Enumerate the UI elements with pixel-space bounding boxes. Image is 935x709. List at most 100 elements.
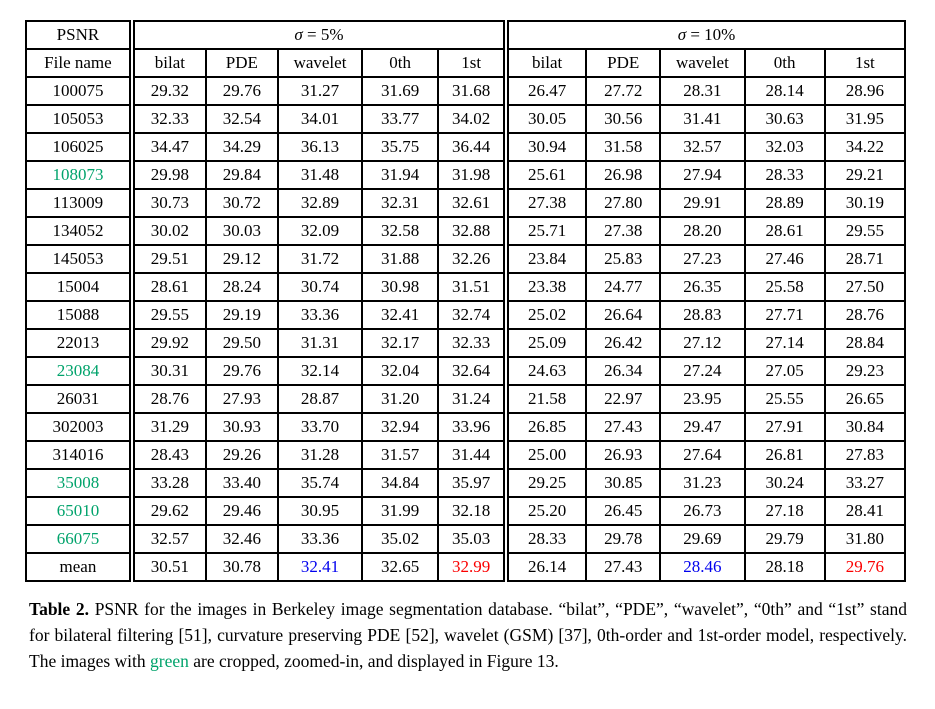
psnr-value-cell: 29.23 <box>823 356 907 386</box>
psnr-value-cell: 29.26 <box>204 440 279 470</box>
col-header-bilat-5: bilat <box>128 48 207 78</box>
psnr-value-cell: 31.48 <box>276 160 364 190</box>
psnr-value-cell: 30.98 <box>361 272 440 302</box>
table-row: 145053 29.51 29.12 31.72 31.88 32.26 23.84 25.8… <box>25 244 907 274</box>
sigma-5-group-header: σ = 5% <box>128 20 508 50</box>
file-name-cell: mean <box>25 552 133 582</box>
psnr-table: PSNR σ = 5% σ = 10% File name bilat PDE … <box>25 20 907 582</box>
psnr-value-cell: 29.84 <box>204 160 279 190</box>
psnr-value-cell: 30.73 <box>128 188 207 218</box>
psnr-value-cell: 29.19 <box>204 300 279 330</box>
psnr-value-cell: 23.84 <box>503 244 588 274</box>
col-header-0th-10: 0th <box>743 48 826 78</box>
file-name-cell: 65010 <box>25 496 133 526</box>
file-name-cell: 314016 <box>25 440 133 470</box>
psnr-value-cell: 28.18 <box>743 552 826 582</box>
psnr-value-cell: 30.03 <box>204 216 279 246</box>
psnr-value-cell: 30.78 <box>204 552 279 582</box>
psnr-value-cell: 27.93 <box>204 384 279 414</box>
file-name-cell: 15088 <box>25 300 133 330</box>
file-name-cell: 105053 <box>25 104 133 134</box>
psnr-value-cell: 30.24 <box>743 468 826 498</box>
psnr-value-cell: 30.72 <box>204 188 279 218</box>
caption-text-2: are cropped, zoomed-in, and displayed in… <box>188 651 559 671</box>
psnr-value-cell: 29.50 <box>204 328 279 358</box>
psnr-value-cell: 34.29 <box>204 132 279 162</box>
psnr-value-cell: 30.84 <box>823 412 907 442</box>
psnr-value-cell: 26.35 <box>659 272 746 302</box>
col-header-wavelet-10: wavelet <box>659 48 746 78</box>
file-name-header: File name <box>25 48 133 78</box>
col-header-pde-10: PDE <box>585 48 662 78</box>
psnr-value-cell: 31.20 <box>361 384 440 414</box>
table-row: 65010 29.62 29.46 30.95 31.99 32.18 25.20 26.45… <box>25 496 907 526</box>
psnr-value-cell: 27.38 <box>503 188 588 218</box>
table-row: 15004 28.61 28.24 30.74 30.98 31.51 23.38 24.77… <box>25 272 907 302</box>
psnr-value-cell: 33.36 <box>276 300 364 330</box>
psnr-value-cell: 34.22 <box>823 132 907 162</box>
psnr-value-cell: 26.81 <box>743 440 826 470</box>
group-header-row: PSNR σ = 5% σ = 10% <box>25 20 906 50</box>
psnr-value-cell: 30.85 <box>585 468 662 498</box>
psnr-value-cell: 28.31 <box>659 76 746 106</box>
psnr-value-cell: 25.09 <box>503 328 588 358</box>
psnr-value-cell: 33.70 <box>276 412 364 442</box>
psnr-value-cell: 27.23 <box>659 244 746 274</box>
psnr-value-cell: 29.62 <box>128 496 207 526</box>
caption-green-word: green <box>150 651 189 671</box>
psnr-value-cell: 35.75 <box>361 132 440 162</box>
psnr-value-cell: 25.00 <box>503 440 588 470</box>
psnr-value-cell: 29.76 <box>823 552 907 582</box>
file-name-cell: 108073 <box>25 160 133 190</box>
file-name-cell: 106025 <box>25 132 133 162</box>
column-header-row: File name bilat PDE wavelet 0th 1st bila… <box>25 48 907 78</box>
table-row: 22013 29.92 29.50 31.31 32.17 32.33 25.09 26.42… <box>25 328 907 358</box>
table-row: 108073 29.98 29.84 31.48 31.94 31.98 25.61 26.9… <box>25 160 907 190</box>
table-row: 302003 31.29 30.93 33.70 32.94 33.96 26.85 27.4… <box>25 412 907 442</box>
psnr-value-cell: 25.71 <box>503 216 588 246</box>
psnr-value-cell: 30.93 <box>204 412 279 442</box>
psnr-value-cell: 28.20 <box>659 216 746 246</box>
psnr-value-cell: 22.97 <box>585 384 662 414</box>
psnr-value-cell: 29.79 <box>743 524 826 554</box>
file-name-cell: 22013 <box>25 328 133 358</box>
psnr-value-cell: 29.46 <box>204 496 279 526</box>
psnr-value-cell: 29.55 <box>128 300 207 330</box>
psnr-value-cell: 34.01 <box>276 104 364 134</box>
psnr-value-cell: 32.46 <box>204 524 279 554</box>
psnr-value-cell: 33.36 <box>276 524 364 554</box>
psnr-value-cell: 27.80 <box>585 188 662 218</box>
sigma-symbol: σ <box>294 25 303 44</box>
psnr-value-cell: 25.02 <box>503 300 588 330</box>
psnr-value-cell: 30.05 <box>503 104 588 134</box>
psnr-value-cell: 32.31 <box>361 188 440 218</box>
psnr-value-cell: 31.41 <box>659 104 746 134</box>
psnr-value-cell: 28.33 <box>503 524 588 554</box>
psnr-value-cell: 30.51 <box>128 552 207 582</box>
psnr-value-cell: 28.24 <box>204 272 279 302</box>
table-row: 113009 30.73 30.72 32.89 32.31 32.61 27.38 27.8… <box>25 188 907 218</box>
psnr-value-cell: 30.56 <box>585 104 662 134</box>
psnr-value-cell: 31.44 <box>437 440 508 470</box>
psnr-value-cell: 29.98 <box>128 160 207 190</box>
psnr-value-cell: 32.14 <box>276 356 364 386</box>
psnr-value-cell: 31.72 <box>276 244 364 274</box>
file-name-cell: 23084 <box>25 356 133 386</box>
psnr-value-cell: 35.97 <box>437 468 508 498</box>
sigma-symbol: σ <box>677 25 687 44</box>
file-name-cell: 66075 <box>25 524 133 554</box>
psnr-value-cell: 30.31 <box>128 356 207 386</box>
col-header-wavelet-5: wavelet <box>276 48 364 78</box>
psnr-value-cell: 26.64 <box>585 300 662 330</box>
psnr-value-cell: 23.38 <box>503 272 588 302</box>
psnr-value-cell: 32.89 <box>276 188 364 218</box>
psnr-value-cell: 29.12 <box>204 244 279 274</box>
psnr-value-cell: 31.98 <box>437 160 508 190</box>
psnr-value-cell: 32.88 <box>437 216 508 246</box>
psnr-value-cell: 27.94 <box>659 160 746 190</box>
psnr-value-cell: 25.20 <box>503 496 588 526</box>
psnr-value-cell: 27.43 <box>585 412 662 442</box>
psnr-value-cell: 31.29 <box>128 412 207 442</box>
psnr-value-cell: 24.77 <box>585 272 662 302</box>
table-header: PSNR σ = 5% σ = 10% File name bilat PDE … <box>25 20 907 78</box>
